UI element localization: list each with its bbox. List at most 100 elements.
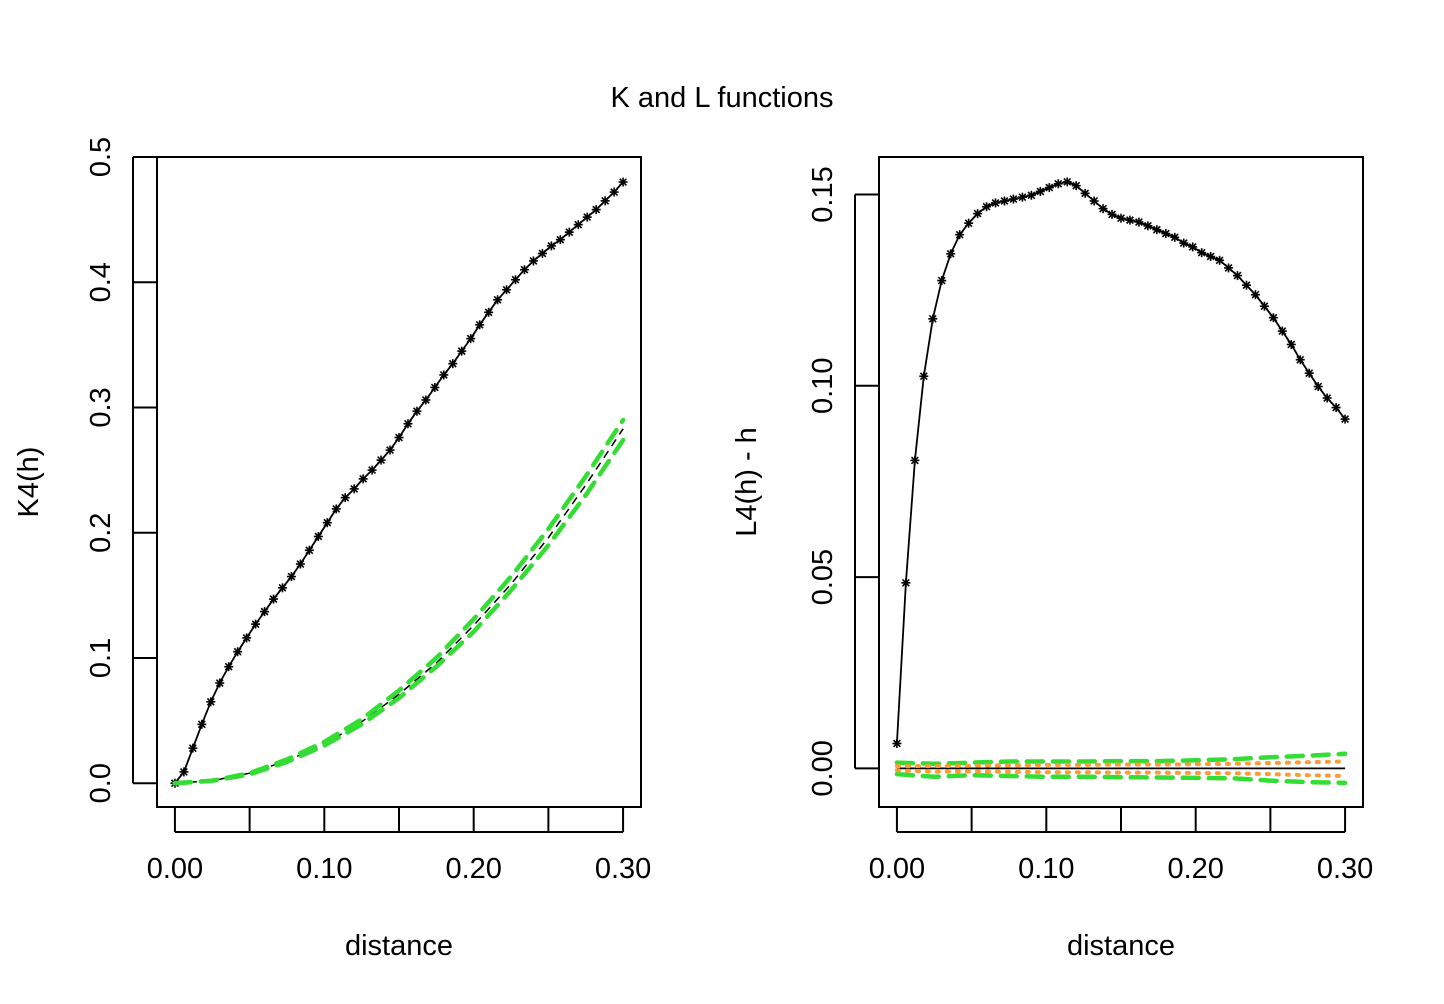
data-point	[1035, 186, 1045, 196]
data-point	[991, 198, 1001, 208]
data-point	[1116, 213, 1126, 223]
data-point	[573, 220, 583, 230]
data-point	[1089, 196, 1099, 206]
y-axis-label: L4(h) - h	[731, 427, 763, 537]
data-point	[269, 594, 279, 604]
data-point	[1259, 301, 1269, 311]
data-point	[1197, 248, 1207, 258]
data-point	[1008, 194, 1018, 204]
y-tick-label: 0.2	[85, 513, 117, 553]
series-lower-envelope	[894, 771, 1348, 786]
data-point	[1277, 326, 1287, 336]
data-point	[946, 249, 956, 259]
data-point	[555, 235, 565, 245]
data-point	[448, 359, 458, 369]
data-point	[1152, 225, 1162, 235]
y-tick-label: 0.1	[85, 638, 117, 678]
data-point	[421, 395, 431, 405]
data-point	[224, 662, 234, 672]
data-point	[260, 607, 270, 617]
data-point	[1053, 179, 1063, 189]
series-lower-envelope-inner	[894, 768, 1348, 778]
data-point	[251, 619, 261, 629]
x-axis-label: distance	[345, 930, 453, 962]
data-point	[367, 465, 377, 475]
data-point	[609, 187, 619, 197]
data-point	[1322, 393, 1332, 403]
y-tick-label: 0.4	[85, 262, 117, 302]
series-upper-envelope	[172, 417, 626, 786]
data-point	[1215, 255, 1225, 265]
data-point	[600, 196, 610, 206]
y-tick-label: 0.3	[85, 387, 117, 427]
data-point	[439, 370, 449, 380]
x-tick-label: 0.30	[595, 853, 651, 885]
data-point	[304, 545, 314, 555]
data-point	[1286, 339, 1296, 349]
data-point	[982, 202, 992, 212]
data-point	[502, 285, 512, 295]
data-point	[466, 334, 476, 344]
series-lower-envelope	[172, 437, 626, 786]
data-point	[1044, 183, 1054, 193]
data-point	[1134, 217, 1144, 227]
x-tick-label: 0.30	[1317, 853, 1373, 885]
x-tick-label: 0.20	[1167, 853, 1223, 885]
data-point	[999, 196, 1009, 206]
data-point	[1241, 280, 1251, 290]
data-point	[1098, 204, 1108, 214]
data-point	[910, 455, 920, 465]
data-point	[233, 647, 243, 657]
data-point	[493, 295, 503, 305]
series-theoretical	[174, 428, 624, 784]
y-tick-label: 0.00	[807, 740, 839, 796]
series-observed	[896, 180, 1346, 744]
data-point	[286, 572, 296, 582]
data-point	[901, 578, 911, 588]
x-tick-label: 0.00	[869, 853, 925, 885]
data-point	[1080, 188, 1090, 198]
y-tick-label: 0.15	[807, 166, 839, 222]
data-point	[179, 767, 189, 777]
data-point	[1170, 232, 1180, 242]
data-point	[206, 697, 216, 707]
data-point	[892, 738, 902, 748]
data-point	[511, 275, 521, 285]
data-point	[1304, 368, 1314, 378]
y-axis-label: K4(h)	[13, 447, 45, 518]
data-point	[973, 209, 983, 219]
data-point	[412, 406, 422, 416]
data-point	[919, 371, 929, 381]
data-point	[1017, 192, 1027, 202]
k-function-panel: distance K4(h) 0.00 0.10 0.20 0.30 0.0 0.1 0.2…	[13, 137, 651, 962]
data-point	[394, 433, 404, 443]
data-point	[484, 307, 494, 317]
data-point	[537, 248, 547, 258]
data-point	[564, 227, 574, 237]
data-point	[928, 314, 938, 324]
x-tick-label: 0.00	[147, 853, 203, 885]
y-tick-label: 0.5	[85, 137, 117, 177]
x-tick-label: 0.10	[1018, 853, 1074, 885]
data-point	[242, 633, 252, 643]
y-tick-label: 0.10	[807, 358, 839, 414]
data-point	[1062, 177, 1072, 187]
x-tick-label: 0.10	[296, 853, 352, 885]
data-point	[475, 320, 485, 330]
l-function-panel: distance L4(h) - h 0.00 0.10 0.20 0.30 0.00 0…	[731, 156, 1373, 962]
data-point	[1340, 414, 1350, 424]
data-point	[215, 678, 225, 688]
data-point	[188, 743, 198, 753]
data-point	[1161, 229, 1171, 239]
data-point	[340, 493, 350, 503]
y-tick-label: 0.0	[85, 763, 117, 803]
data-point	[1179, 238, 1189, 248]
data-point	[1071, 181, 1081, 191]
data-point	[457, 346, 467, 356]
data-point	[376, 455, 386, 465]
series-upper-envelope	[894, 751, 1348, 767]
data-point	[964, 218, 974, 228]
data-point	[403, 419, 413, 429]
x-tick-label: 0.20	[445, 853, 501, 885]
